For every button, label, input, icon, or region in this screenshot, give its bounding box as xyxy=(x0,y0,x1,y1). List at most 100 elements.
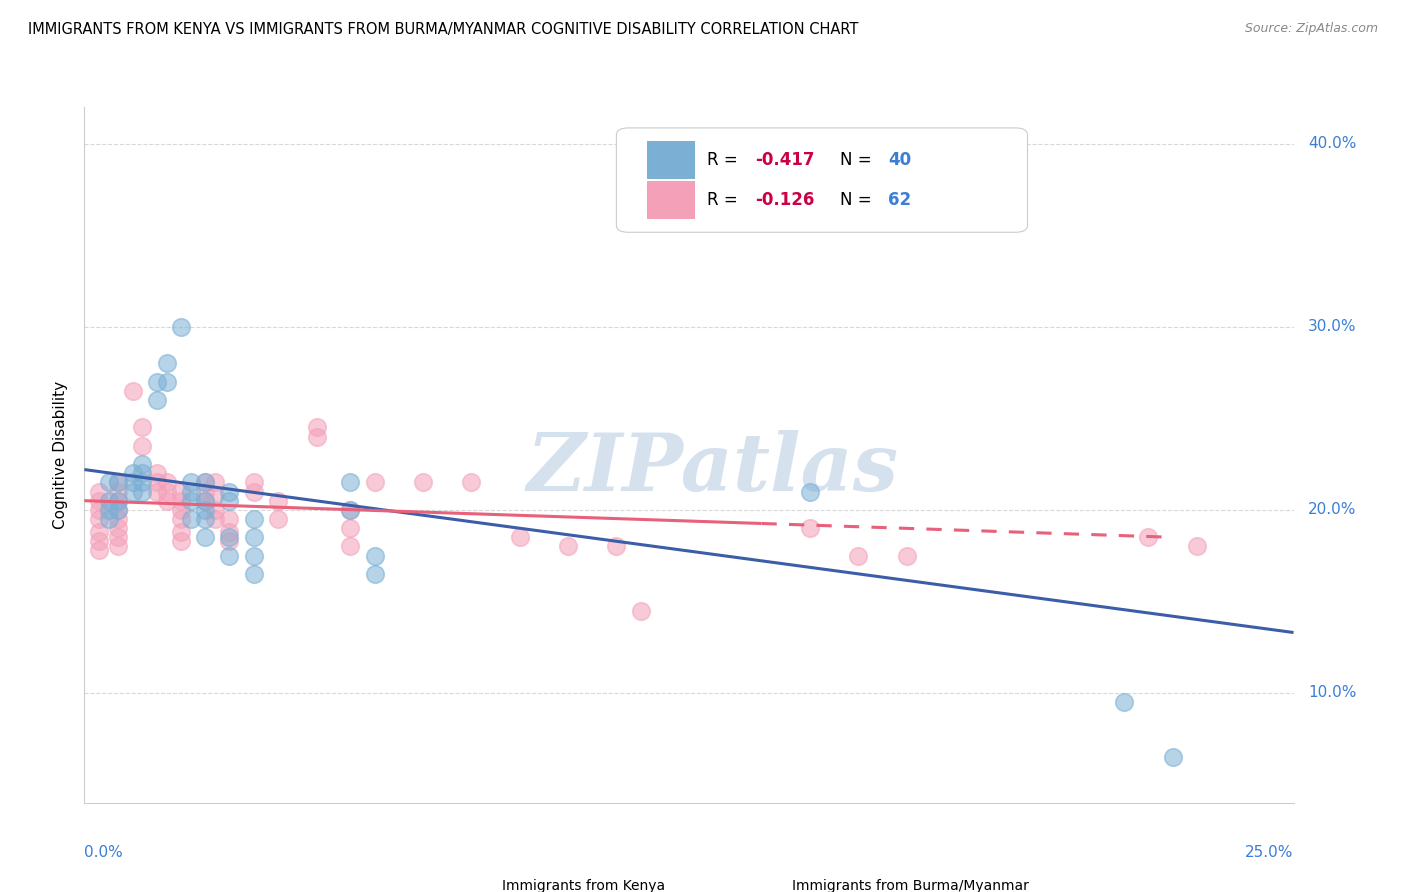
Point xyxy=(170,493,193,508)
Point xyxy=(107,530,129,544)
Point xyxy=(155,475,177,490)
Point xyxy=(846,549,869,563)
Point xyxy=(1185,540,1208,554)
Point xyxy=(97,503,120,517)
Point xyxy=(131,439,153,453)
Point xyxy=(107,475,129,490)
Point xyxy=(107,503,129,517)
Point xyxy=(305,429,328,443)
Point xyxy=(107,484,129,499)
Text: R =: R = xyxy=(707,152,744,169)
Point xyxy=(218,533,240,548)
Point xyxy=(267,512,290,526)
Point xyxy=(204,503,226,517)
Point xyxy=(204,488,226,502)
Point xyxy=(107,512,129,526)
Point xyxy=(363,475,385,490)
Point xyxy=(242,530,264,544)
Point xyxy=(170,512,193,526)
Point xyxy=(107,475,129,490)
FancyBboxPatch shape xyxy=(447,876,495,892)
Point xyxy=(146,392,169,407)
Text: IMMIGRANTS FROM KENYA VS IMMIGRANTS FROM BURMA/MYANMAR COGNITIVE DISABILITY CORR: IMMIGRANTS FROM KENYA VS IMMIGRANTS FROM… xyxy=(28,22,859,37)
Point xyxy=(121,484,143,499)
Point xyxy=(146,375,169,389)
Point xyxy=(194,475,217,490)
Point xyxy=(194,503,217,517)
Point xyxy=(87,503,110,517)
Y-axis label: Cognitive Disability: Cognitive Disability xyxy=(53,381,69,529)
Point xyxy=(194,475,217,490)
Point xyxy=(218,549,240,563)
Point xyxy=(194,493,217,508)
Point xyxy=(242,512,264,526)
Point xyxy=(155,356,177,370)
Point xyxy=(1137,530,1160,544)
Point xyxy=(180,493,202,508)
Point xyxy=(630,603,652,617)
Point xyxy=(87,524,110,539)
Point xyxy=(87,484,110,499)
FancyBboxPatch shape xyxy=(647,141,695,179)
Point xyxy=(242,566,264,581)
Point xyxy=(155,493,177,508)
Text: 0.0%: 0.0% xyxy=(84,845,124,860)
Text: 10.0%: 10.0% xyxy=(1308,685,1357,700)
Point xyxy=(242,475,264,490)
Text: -0.417: -0.417 xyxy=(755,152,815,169)
Point xyxy=(799,521,821,535)
Point xyxy=(412,475,434,490)
Point xyxy=(121,475,143,490)
Text: 40: 40 xyxy=(889,152,911,169)
Text: Immigrants from Burma/Myanmar: Immigrants from Burma/Myanmar xyxy=(792,880,1029,892)
Point xyxy=(363,549,385,563)
Point xyxy=(339,521,361,535)
Point xyxy=(267,493,290,508)
Text: R =: R = xyxy=(707,191,744,209)
Point xyxy=(87,543,110,558)
Point xyxy=(218,512,240,526)
Point xyxy=(557,540,579,554)
Point xyxy=(218,493,240,508)
Point xyxy=(204,475,226,490)
Text: Source: ZipAtlas.com: Source: ZipAtlas.com xyxy=(1244,22,1378,36)
Point xyxy=(155,484,177,499)
Point xyxy=(87,533,110,548)
Point xyxy=(605,540,627,554)
Point xyxy=(170,533,193,548)
Point xyxy=(131,484,153,499)
Point xyxy=(107,493,129,508)
Point xyxy=(170,524,193,539)
Point xyxy=(97,512,120,526)
Point xyxy=(194,530,217,544)
Point xyxy=(194,512,217,526)
Text: 30.0%: 30.0% xyxy=(1308,319,1357,334)
Point xyxy=(146,484,169,499)
Text: -0.126: -0.126 xyxy=(755,191,815,209)
Text: N =: N = xyxy=(841,191,877,209)
Point xyxy=(146,475,169,490)
Point xyxy=(97,493,120,508)
Text: 25.0%: 25.0% xyxy=(1246,845,1294,860)
Point xyxy=(363,566,385,581)
Point xyxy=(170,484,193,499)
Point xyxy=(107,540,129,554)
Point xyxy=(242,549,264,563)
Point xyxy=(180,484,202,499)
Point xyxy=(107,493,129,508)
FancyBboxPatch shape xyxy=(647,181,695,219)
Point xyxy=(131,467,153,481)
Point xyxy=(131,475,153,490)
Point xyxy=(97,475,120,490)
Point xyxy=(218,524,240,539)
Text: N =: N = xyxy=(841,152,877,169)
Text: Immigrants from Kenya: Immigrants from Kenya xyxy=(502,880,665,892)
Point xyxy=(121,467,143,481)
Point xyxy=(131,457,153,471)
Point xyxy=(339,503,361,517)
Point xyxy=(218,484,240,499)
Text: 20.0%: 20.0% xyxy=(1308,502,1357,517)
Point xyxy=(799,484,821,499)
Point xyxy=(896,549,918,563)
Text: ZIPatlas: ZIPatlas xyxy=(527,430,900,508)
